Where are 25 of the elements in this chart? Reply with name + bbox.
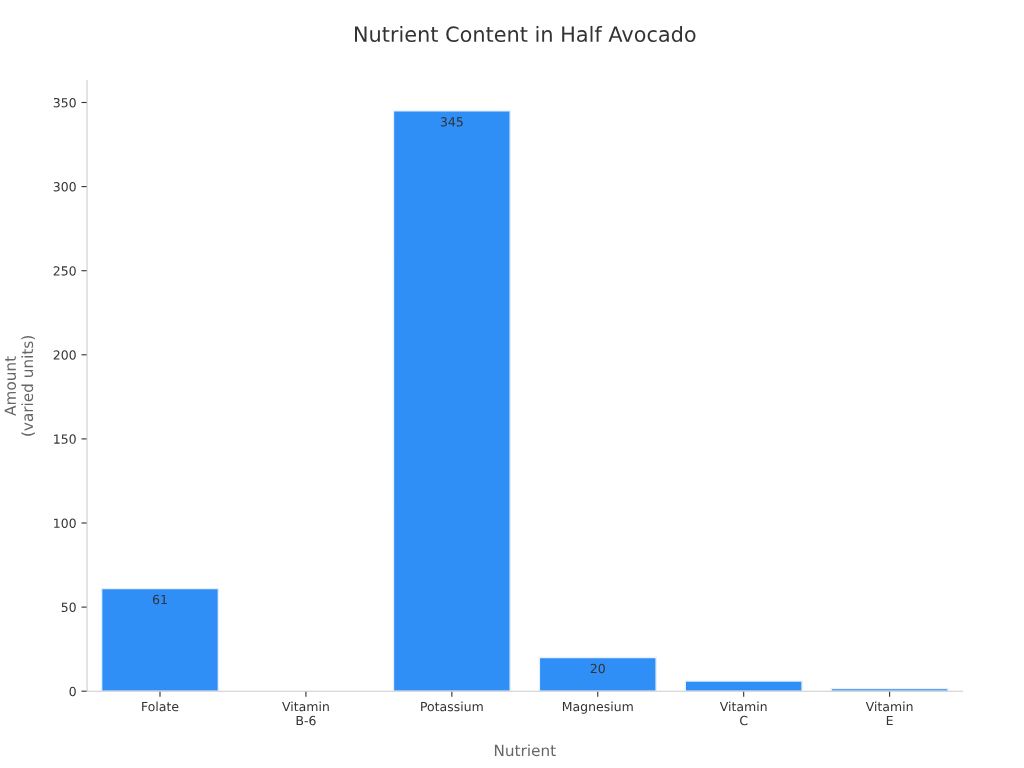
y-tick-label: 300 [53, 182, 76, 192]
x-axis-title: Nutrient [494, 744, 556, 757]
y-tick-label: 200 [53, 350, 76, 360]
y-tick-label: 150 [54, 434, 76, 444]
bar [538, 656, 657, 692]
x-tick-label: Vitamin B-6 [282, 701, 329, 726]
bar [684, 680, 803, 692]
chart-title: Nutrient Content in Half Avocado [355, 25, 696, 43]
bar [830, 687, 949, 692]
data-label: 20 [590, 663, 605, 674]
bar [392, 110, 511, 692]
x-tick-label: Folate [142, 701, 179, 712]
data-label: 345 [440, 117, 463, 127]
y-axis-title: Amount (varied units) [4, 336, 35, 436]
y-tick-label: 350 [53, 97, 76, 108]
x-tick-label: Vitamin E [865, 701, 913, 726]
x-tick-label: Magnesium [562, 701, 633, 714]
x-tick-label: Potassium [421, 701, 483, 712]
bar [100, 587, 220, 692]
y-tick-label: 50 [61, 602, 76, 613]
x-tick-label: Vitamin C [719, 701, 767, 726]
y-tick-label: 0 [69, 686, 76, 697]
y-tick-label: 250 [53, 266, 76, 276]
y-tick-label: 100 [54, 518, 76, 528]
data-label: 61 [152, 594, 167, 605]
